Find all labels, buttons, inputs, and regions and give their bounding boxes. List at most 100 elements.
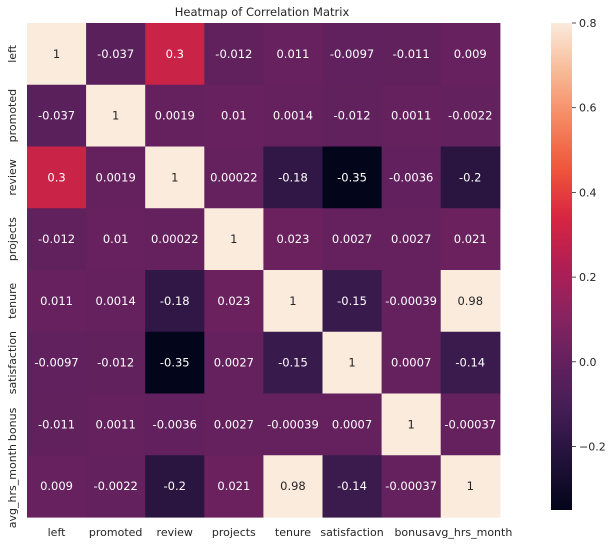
cell-value-label: -0.2 — [459, 170, 481, 184]
heatmap-cell — [86, 455, 146, 518]
x-axis-tick-labels: left promoted review projects tenure satisfac… — [48, 526, 513, 539]
heatmap-cell — [322, 146, 383, 209]
y-tick-label: satisfaction — [6, 331, 19, 394]
heatmap-cell — [204, 331, 264, 395]
cell-value-label: -0.0022 — [93, 479, 137, 493]
heatmap-cell — [86, 208, 146, 271]
heatmap-cell — [27, 208, 87, 271]
cell-value-label: -0.18 — [278, 170, 308, 184]
heatmap-cell — [322, 270, 383, 333]
cell-value-label: -0.0022 — [448, 109, 492, 123]
cell-value-label: 0.0014 — [96, 294, 136, 308]
heatmap-cell — [263, 146, 324, 209]
heatmap-cell — [263, 331, 324, 395]
heatmap-cell — [145, 455, 205, 518]
cell-value-label: 0.3 — [166, 47, 184, 61]
cell-value-label: -0.35 — [160, 356, 190, 370]
cell-value-label: 0.009 — [454, 47, 487, 61]
cell-value-label: -0.011 — [393, 47, 430, 61]
heatmap-cell — [86, 393, 146, 456]
heatmap-cell — [27, 23, 87, 86]
heatmap-cell — [381, 393, 442, 456]
heatmap-cell — [145, 23, 205, 86]
x-tick-label: review — [157, 526, 193, 539]
heatmap-cell — [440, 23, 501, 86]
heatmap-cell — [86, 270, 146, 333]
heatmap-cell — [263, 23, 324, 86]
y-tick-label: tenure — [6, 283, 19, 319]
cell-value-label: 0.98 — [280, 479, 306, 493]
cell-value-label: 0.01 — [103, 232, 129, 246]
heatmap-cell — [145, 331, 205, 395]
heatmap-cell — [204, 208, 264, 271]
heatmap-cell — [322, 331, 383, 395]
heatmap-cell — [86, 146, 146, 209]
heatmap-cell — [440, 455, 501, 518]
heatmap-cell — [322, 84, 383, 148]
chart-title: Heatmap of Correlation Matrix — [175, 5, 350, 19]
cell-value-label: -0.18 — [160, 294, 190, 308]
cell-value-label: 0.0019 — [155, 109, 195, 123]
heatmap-cell — [204, 270, 264, 333]
cell-value-label: -0.00039 — [385, 294, 437, 308]
cell-value-label: -0.037 — [38, 109, 75, 123]
cell-value-label: 1 — [53, 47, 60, 61]
cell-value-label: 0.00022 — [210, 170, 258, 184]
heatmap-cell — [322, 208, 383, 271]
heatmap-cell — [204, 146, 264, 209]
cell-value-label: -0.012 — [334, 109, 371, 123]
cell-value-label: -0.14 — [455, 356, 485, 370]
heatmap-cell — [145, 146, 205, 209]
cell-value-label: 1 — [171, 170, 178, 184]
cell-value-label: -0.012 — [215, 47, 252, 61]
cell-value-label: 0.023 — [276, 232, 309, 246]
colorbar — [551, 23, 572, 510]
cell-value-label: -0.15 — [278, 356, 308, 370]
heatmap-cell — [263, 455, 324, 518]
cell-value-label: 0.0007 — [391, 356, 431, 370]
heatmap-cell — [440, 393, 501, 456]
colorbar-tick-label: 0.6 — [579, 102, 597, 115]
heatmap-cell — [263, 270, 324, 333]
colorbar-tick-label: 0.2 — [579, 271, 597, 284]
cell-value-label: 0.0027 — [214, 417, 254, 431]
cell-value-label: 0.3 — [47, 170, 65, 184]
heatmap-cell — [145, 393, 205, 456]
cell-value-label: -0.00037 — [444, 417, 496, 431]
colorbar-tick-label: 0.8 — [579, 17, 597, 30]
cell-value-label: 1 — [289, 294, 296, 308]
heatmap-cell — [27, 393, 87, 456]
heatmap-cell — [27, 331, 87, 395]
heatmap-cell — [381, 455, 442, 518]
cell-value-label: 0.0027 — [214, 356, 254, 370]
cell-value-label: 0.0027 — [332, 232, 372, 246]
cell-value-label: 1 — [230, 232, 237, 246]
heatmap-cell — [145, 270, 205, 333]
heatmap-cell — [440, 208, 501, 271]
heatmap-cell — [27, 146, 87, 209]
colorbar-tick-label: −0.2 — [579, 440, 606, 453]
cell-value-label: 0.00022 — [151, 232, 199, 246]
heatmap-cell — [381, 84, 442, 148]
heatmap-cell — [204, 455, 264, 518]
x-tick-label: satisfaction — [320, 526, 383, 539]
y-tick-label: bonus — [6, 407, 19, 441]
x-tick-label: avg_hrs_month — [428, 526, 512, 539]
cell-value-label: -0.0036 — [153, 417, 197, 431]
heatmap-cell — [145, 208, 205, 271]
heatmap-cell — [381, 146, 442, 209]
heatmap-cell — [145, 84, 205, 148]
y-tick-label: left — [6, 44, 19, 63]
heatmap-cell — [322, 455, 383, 518]
heatmap-cell — [204, 84, 264, 148]
cell-value-label: 0.0019 — [96, 170, 136, 184]
heatmap-cell — [263, 208, 324, 271]
heatmap-cell — [381, 208, 442, 271]
colorbar-tick-labels: −0.2 0.0 0.2 0.4 0.6 0.8 — [572, 17, 606, 453]
cell-value-label: 0.01 — [221, 109, 247, 123]
heatmap-cell — [86, 331, 146, 395]
cell-value-label: -0.2 — [164, 479, 186, 493]
x-tick-label: projects — [212, 526, 256, 539]
heatmap-cell — [440, 146, 501, 209]
heatmap-cell — [381, 23, 442, 86]
